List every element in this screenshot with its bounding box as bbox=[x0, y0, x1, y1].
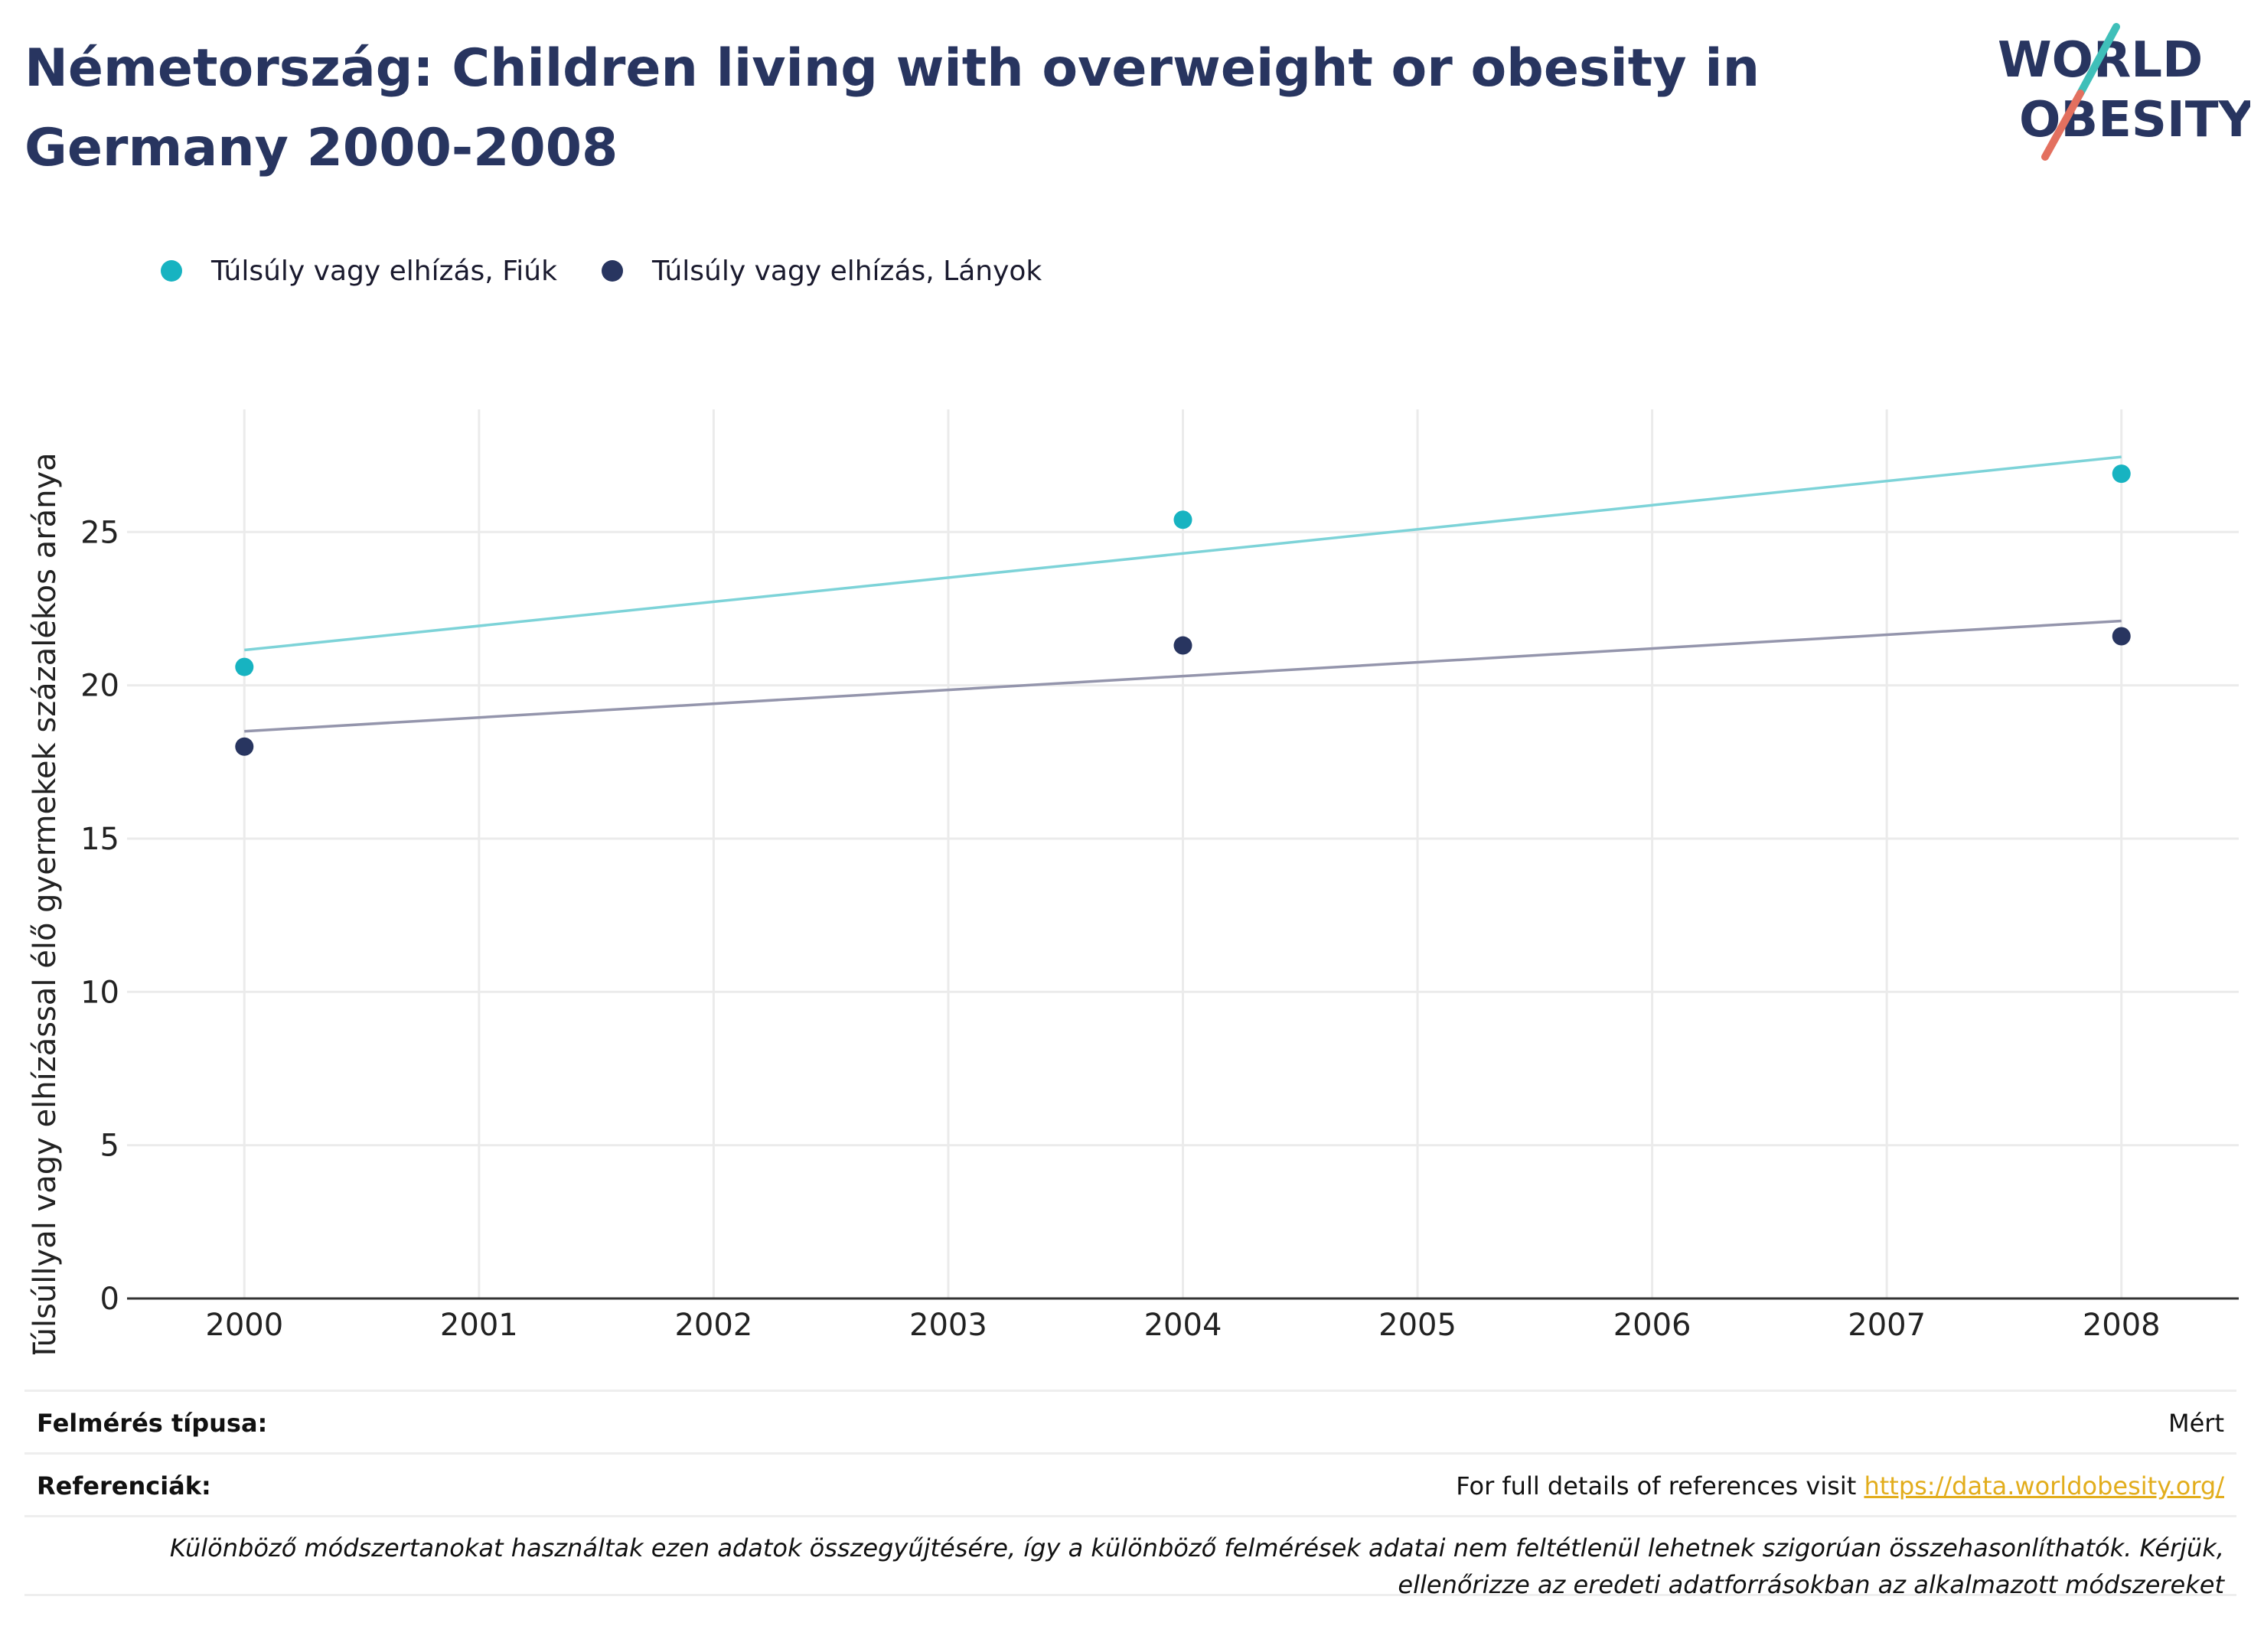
world-obesity-logo: WORLD OBESITY bbox=[1998, 23, 2250, 161]
methodology-note: Különböző módszertanokat használtak ezen… bbox=[169, 1533, 2224, 1599]
data-points bbox=[235, 464, 2131, 756]
y-tick-label: 0 bbox=[100, 1282, 119, 1317]
x-tick-label: 2004 bbox=[1144, 1308, 1222, 1343]
legend-item-boys[interactable]: Túlsúly vagy elhízás, Fiúk bbox=[161, 256, 557, 287]
data-point-boys[interactable] bbox=[2112, 464, 2131, 484]
legend-swatch-girls bbox=[601, 260, 623, 282]
x-tick-label: 2003 bbox=[909, 1308, 987, 1343]
legend-label-boys: Túlsúly vagy elhízás, Fiúk bbox=[211, 255, 557, 287]
y-tick-label: 25 bbox=[80, 515, 119, 550]
x-axis: 2000 2001 2002 2003 2004 2005 2006 2007 2008 bbox=[127, 1297, 2239, 1343]
chart-title: Németország: Children living with overwe… bbox=[24, 38, 1760, 178]
x-tick-label: 2007 bbox=[1848, 1308, 1926, 1343]
survey-type-value: Mért bbox=[2168, 1409, 2224, 1438]
legend-label-girls: Túlsúly vagy elhízás, Lányok bbox=[651, 255, 1042, 287]
chart-plot: 2000 2001 2002 2003 2004 2005 2006 2007 2008 0 5 1… bbox=[28, 409, 2239, 1354]
chart-legend: Túlsúly vagy elhízás, Fiúk Túlsúly vagy … bbox=[161, 253, 1086, 289]
y-axis-label: Túlsúllyal vagy elhízással élő gyermekek… bbox=[28, 452, 63, 1354]
data-point-girls[interactable] bbox=[2112, 627, 2131, 646]
data-point-boys[interactable] bbox=[235, 657, 254, 676]
y-axis: 0 5 10 15 20 25 bbox=[80, 515, 119, 1317]
y-tick-label: 10 bbox=[80, 975, 119, 1010]
x-tick-label: 2005 bbox=[1378, 1308, 1457, 1343]
survey-type-label: Felmérés típusa: bbox=[37, 1409, 268, 1438]
x-tick-label: 2006 bbox=[1613, 1308, 1691, 1343]
data-point-girls[interactable] bbox=[1173, 636, 1192, 655]
x-tick-label: 2000 bbox=[205, 1308, 283, 1343]
references-row: Referenciák: For full details of referen… bbox=[24, 1452, 2236, 1516]
methodology-note-row: Különböző módszertanokat használtak ezen… bbox=[24, 1515, 2236, 1599]
references-text: For full details of references visit bbox=[1456, 1471, 1864, 1500]
y-tick-label: 5 bbox=[100, 1129, 119, 1164]
x-tick-label: 2001 bbox=[440, 1308, 518, 1343]
references-label: Referenciák: bbox=[37, 1471, 211, 1500]
trend-lines bbox=[244, 455, 2122, 733]
x-tick-label: 2002 bbox=[674, 1308, 752, 1343]
data-point-boys[interactable] bbox=[1173, 510, 1192, 529]
data-point-girls[interactable] bbox=[235, 737, 254, 756]
trend-line-girls bbox=[244, 619, 2122, 733]
legend-swatch-boys bbox=[161, 260, 182, 282]
references-link[interactable]: https://data.worldobesity.org/ bbox=[1864, 1471, 2224, 1500]
y-tick-label: 20 bbox=[80, 669, 119, 704]
references-value: For full details of references visit htt… bbox=[1456, 1471, 2224, 1500]
x-tick-label: 2008 bbox=[2083, 1308, 2161, 1343]
y-tick-label: 15 bbox=[80, 822, 119, 857]
legend-item-girls[interactable]: Túlsúly vagy elhízás, Lányok bbox=[601, 255, 1042, 287]
grid-lines bbox=[127, 409, 2239, 1298]
survey-type-row: Felmérés típusa: Mért bbox=[24, 1390, 2236, 1453]
trend-line-boys bbox=[244, 455, 2122, 652]
